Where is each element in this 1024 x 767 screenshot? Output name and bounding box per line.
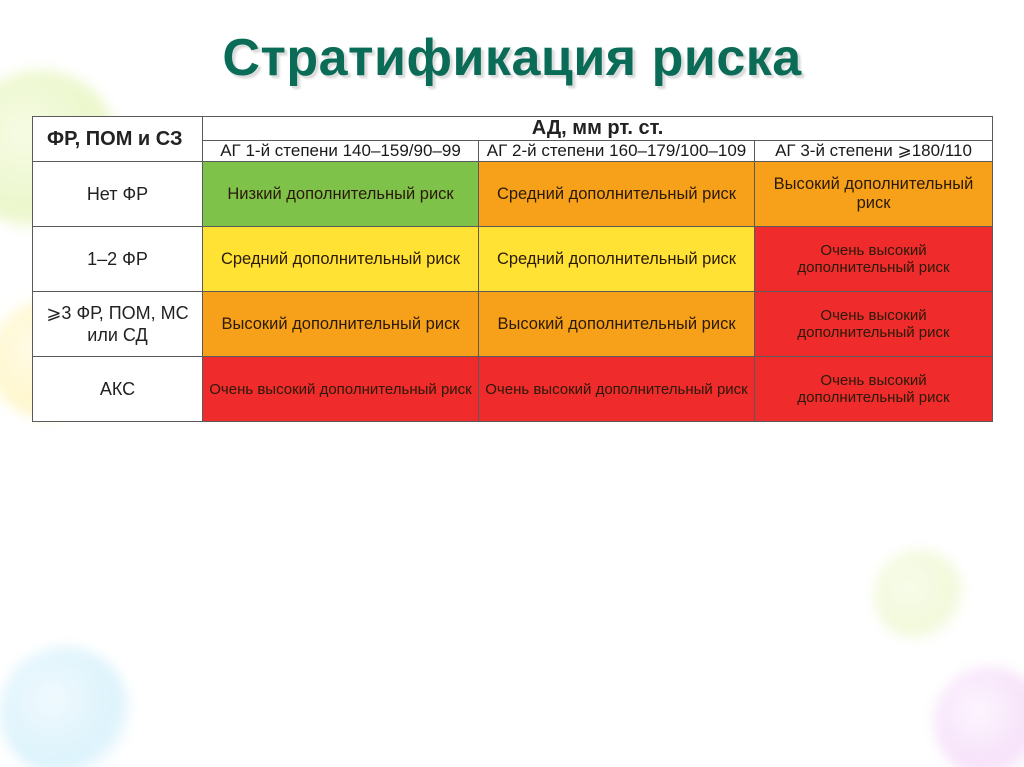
- row-label: 1–2 ФР: [33, 227, 203, 292]
- header-stage-2: АГ 2-й степени 160–179/100–109: [479, 141, 755, 162]
- risk-cell: Очень высокий дополнительный риск: [479, 357, 755, 422]
- risk-cell-label: Средний дополнительный риск: [479, 227, 754, 291]
- header-bp-span: АД, мм рт. ст.: [203, 117, 993, 141]
- header-stage-1: АГ 1-й степени 140–159/90–99: [203, 141, 479, 162]
- risk-cell: Очень высокий дополнительный риск: [755, 292, 993, 357]
- risk-cell: Высокий дополнительный риск: [479, 292, 755, 357]
- risk-cell: Очень высокий дополнительный риск: [203, 357, 479, 422]
- table-header-row-1: ФР, ПОМ и СЗ АД, мм рт. ст.: [33, 117, 993, 141]
- row-label: АКС: [33, 357, 203, 422]
- decor-blob: [874, 550, 964, 640]
- risk-cell: Средний дополнительный риск: [203, 227, 479, 292]
- risk-cell-label: Очень высокий дополнительный риск: [755, 292, 992, 356]
- row-label: Нет ФР: [33, 162, 203, 227]
- risk-cell-label: Высокий дополнительный риск: [203, 292, 478, 356]
- risk-cell-label: Очень высокий дополнительный риск: [479, 357, 754, 421]
- risk-cell-label: Очень высокий дополнительный риск: [755, 357, 992, 421]
- risk-cell: Очень высокий дополнительный риск: [755, 357, 993, 422]
- risk-stratification-table: ФР, ПОМ и СЗ АД, мм рт. ст. АГ 1-й степе…: [32, 116, 993, 422]
- risk-cell: Очень высокий дополнительный риск: [755, 227, 993, 292]
- table-row: 1–2 ФРСредний дополнительный рискСредний…: [33, 227, 993, 292]
- risk-table-body: Нет ФРНизкий дополнительный рискСредний …: [33, 162, 993, 422]
- risk-cell-label: Низкий дополнительный риск: [203, 162, 478, 226]
- risk-cell-label: Очень высокий дополнительный риск: [755, 227, 992, 291]
- risk-cell: Низкий дополнительный риск: [203, 162, 479, 227]
- risk-cell-label: Очень высокий дополнительный риск: [203, 357, 478, 421]
- row-label: ⩾3 ФР, ПОМ, МС или СД: [33, 292, 203, 357]
- risk-cell-label: Средний дополнительный риск: [203, 227, 478, 291]
- table-row: ⩾3 ФР, ПОМ, МС или СДВысокий дополнитель…: [33, 292, 993, 357]
- risk-cell: Высокий дополнительный риск: [755, 162, 993, 227]
- header-stage-3: АГ 3-й степени ⩾180/110: [755, 141, 993, 162]
- risk-cell-label: Высокий дополнительный риск: [479, 292, 754, 356]
- table-row: АКСОчень высокий дополнительный рискОчен…: [33, 357, 993, 422]
- decor-blob: [0, 647, 130, 767]
- table-row: Нет ФРНизкий дополнительный рискСредний …: [33, 162, 993, 227]
- risk-cell-label: Средний дополнительный риск: [479, 162, 754, 226]
- risk-cell: Высокий дополнительный риск: [203, 292, 479, 357]
- decor-blob: [934, 667, 1024, 767]
- risk-table-container: ФР, ПОМ и СЗ АД, мм рт. ст. АГ 1-й степе…: [32, 116, 992, 422]
- risk-cell: Средний дополнительный риск: [479, 227, 755, 292]
- risk-cell-label: Высокий дополнительный риск: [755, 162, 992, 226]
- risk-cell: Средний дополнительный риск: [479, 162, 755, 227]
- header-factors: ФР, ПОМ и СЗ: [33, 117, 203, 162]
- slide-title: Стратификация риска: [0, 0, 1024, 88]
